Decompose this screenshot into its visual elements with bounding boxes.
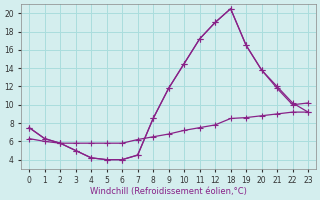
X-axis label: Windchill (Refroidissement éolien,°C): Windchill (Refroidissement éolien,°C)	[90, 187, 247, 196]
